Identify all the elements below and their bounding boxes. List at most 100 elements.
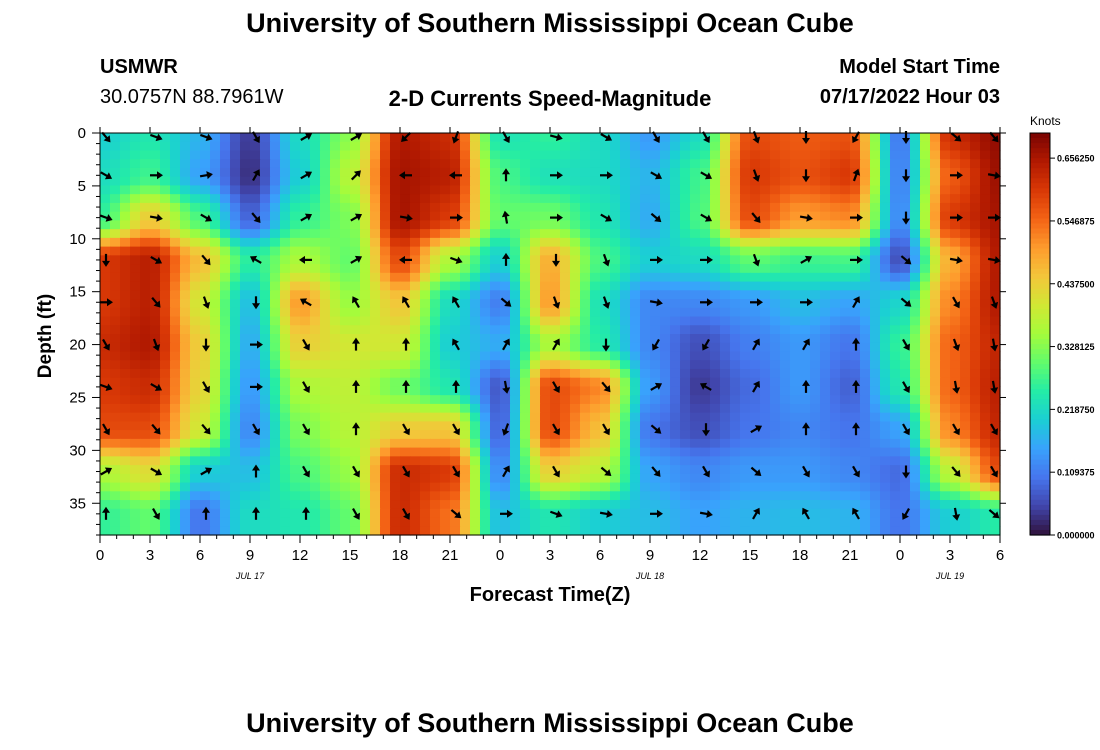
heatmap-cell — [650, 447, 661, 457]
heatmap-cell — [360, 438, 371, 449]
heatmap-cell — [810, 421, 821, 431]
heatmap-cell — [300, 150, 311, 160]
heatmap-cell — [650, 246, 661, 256]
heatmap-cell — [470, 246, 481, 256]
heatmap-cell — [770, 246, 781, 256]
heatmap-cell — [160, 290, 171, 300]
heatmap-cell — [740, 368, 751, 379]
heatmap-cell — [470, 526, 481, 536]
heatmap-cell — [110, 412, 121, 422]
heatmap-cell — [830, 421, 841, 431]
heatmap-cell — [280, 447, 291, 457]
heatmap-cell — [200, 386, 211, 396]
heatmap-cell — [370, 360, 381, 370]
heatmap-cell — [860, 508, 871, 519]
heatmap-cell — [720, 176, 731, 187]
heatmap-cell — [420, 246, 431, 256]
heatmap-cell — [300, 141, 311, 152]
heatmap-cell — [110, 185, 121, 195]
heatmap-cell — [320, 272, 331, 283]
heatmap-cell — [230, 220, 241, 230]
heatmap-cell — [280, 412, 291, 422]
heatmap-cell — [550, 377, 561, 388]
heatmap-cell — [770, 290, 781, 300]
heatmap-cell — [440, 412, 451, 422]
heatmap-cell — [760, 229, 771, 239]
heatmap-cell — [780, 360, 791, 370]
heatmap-cell — [260, 211, 271, 221]
heatmap-cell — [690, 473, 701, 484]
heatmap-cell — [550, 351, 561, 361]
heatmap-cell — [440, 316, 451, 326]
heatmap-cell — [850, 211, 861, 221]
heatmap-cell — [560, 194, 571, 204]
heatmap-cell — [340, 264, 351, 274]
heatmap-cell — [210, 167, 221, 178]
heatmap-cell — [870, 500, 881, 510]
heatmap-cell — [190, 456, 201, 466]
heatmap-cell — [600, 316, 611, 326]
heatmap-cell — [750, 185, 761, 195]
current-arrow — [352, 465, 360, 478]
current-arrow — [988, 213, 1001, 222]
current-arrow — [450, 509, 462, 519]
heatmap-cell — [970, 307, 981, 318]
heatmap-cell — [320, 526, 331, 536]
heatmap-cell — [570, 386, 581, 396]
colorbar-segment — [1030, 193, 1050, 199]
heatmap-cell — [240, 325, 251, 335]
heatmap-cell — [550, 211, 561, 221]
heatmap-cell — [680, 272, 691, 283]
heatmap-cell — [490, 299, 501, 309]
heatmap-cell — [480, 500, 491, 510]
current-arrow — [99, 383, 113, 392]
heatmap-cell — [940, 272, 951, 283]
heatmap-cell — [920, 194, 931, 204]
heatmap-cell — [760, 386, 771, 396]
heatmap-cell — [330, 316, 341, 326]
heatmap-cell — [830, 465, 841, 475]
heatmap-cell — [650, 237, 661, 248]
heatmap-cell — [380, 526, 391, 536]
heatmap-cell — [380, 500, 391, 510]
heatmap-cell — [920, 421, 931, 431]
heatmap-cell — [180, 395, 191, 405]
heatmap-cell — [170, 430, 181, 440]
heatmap-cell — [760, 342, 771, 353]
colorbar-segment — [1030, 519, 1050, 526]
heatmap-cell — [560, 412, 571, 422]
heatmap-cell — [910, 386, 921, 396]
heatmap-cell — [710, 272, 721, 283]
heatmap-cell — [840, 237, 851, 248]
current-arrow — [852, 379, 860, 393]
heatmap-cell — [590, 360, 601, 370]
heatmap-cell — [400, 307, 411, 318]
heatmap-cell — [100, 325, 111, 335]
heatmap-cell — [700, 316, 711, 326]
heatmap-cell — [890, 430, 901, 440]
heatmap-cell — [480, 368, 491, 379]
heatmap-cell — [720, 403, 731, 414]
heatmap-cell — [850, 220, 861, 230]
heatmap-cell — [670, 403, 681, 414]
heatmap-cell — [790, 386, 801, 396]
heatmap-cell — [110, 150, 121, 160]
heatmap-cell — [680, 299, 691, 309]
heatmap-cell — [800, 264, 811, 274]
heatmap-cell — [430, 491, 441, 501]
heatmap-cell — [810, 133, 821, 143]
heatmap-cell — [730, 342, 741, 353]
heatmap-cell — [460, 526, 471, 536]
heatmap-cell — [840, 194, 851, 204]
heatmap-cell — [230, 517, 241, 527]
heatmap-cell — [360, 395, 371, 405]
heatmap-cell — [110, 167, 121, 178]
heatmap-cell — [160, 377, 171, 388]
heatmap-cell — [110, 246, 121, 256]
heatmap-cell — [760, 360, 771, 370]
heatmap-cell — [700, 517, 711, 527]
heatmap-cell — [120, 133, 131, 143]
heatmap-cell — [640, 351, 651, 361]
heatmap-cell — [500, 307, 511, 318]
heatmap-cell — [780, 456, 791, 466]
